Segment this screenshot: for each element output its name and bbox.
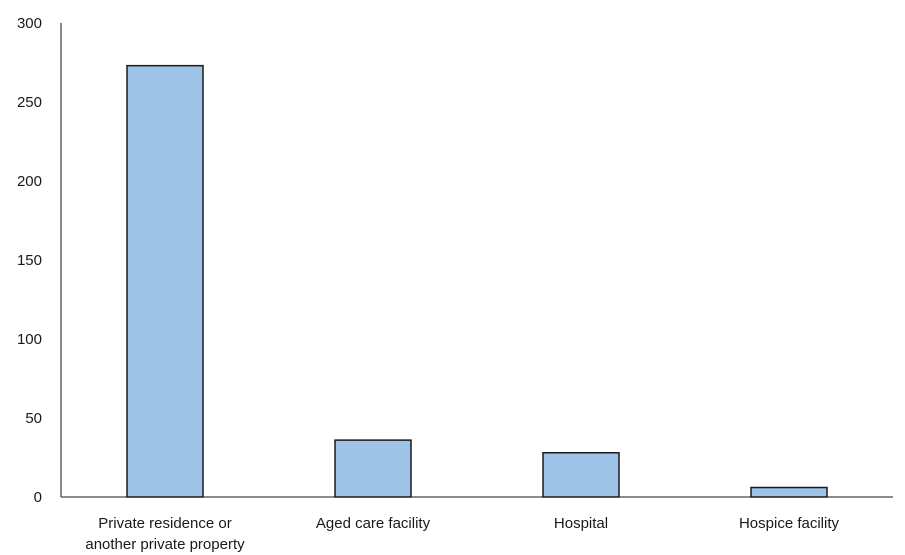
y-axis-tick-labels: 0 50 100 150 200 250 300: [17, 15, 42, 506]
x-category-label-line: Hospital: [554, 515, 608, 532]
x-category-label-0: Private residence or another private prop…: [85, 515, 245, 553]
bar-2: [542, 452, 620, 498]
y-tick-label-150: 150: [17, 252, 42, 269]
x-axis-category-labels: Private residence or another private prop…: [85, 515, 839, 553]
bar-3: [750, 486, 828, 498]
x-category-label-2: Hospital: [554, 515, 608, 532]
y-tick-label-200: 200: [17, 173, 42, 190]
x-category-label-line: Hospice facility: [739, 515, 840, 532]
bars-group: [126, 64, 828, 498]
y-tick-label-50: 50: [25, 410, 42, 427]
bar-0: [126, 64, 204, 498]
y-tick-label-100: 100: [17, 331, 42, 348]
x-category-label-line: Aged care facility: [316, 515, 431, 532]
y-tick-label-250: 250: [17, 94, 42, 111]
x-category-label-3: Hospice facility: [739, 515, 840, 532]
x-category-label-1: Aged care facility: [316, 515, 431, 532]
y-tick-label-0: 0: [34, 489, 42, 506]
x-category-label-line: Private residence or: [98, 515, 231, 532]
y-tick-label-300: 300: [17, 15, 42, 32]
bar-1: [334, 439, 412, 498]
x-category-label-line: another private property: [85, 536, 245, 553]
